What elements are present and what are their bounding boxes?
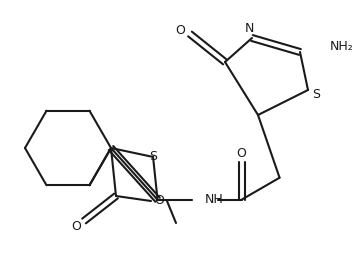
Text: N: N [244,21,254,35]
Text: O: O [71,220,81,232]
Text: O: O [175,24,185,36]
Text: NH: NH [205,193,223,206]
Text: S: S [149,150,157,163]
Text: O: O [154,194,164,208]
Text: S: S [312,88,320,101]
Text: O: O [237,147,247,160]
Text: NH₂: NH₂ [330,41,354,53]
